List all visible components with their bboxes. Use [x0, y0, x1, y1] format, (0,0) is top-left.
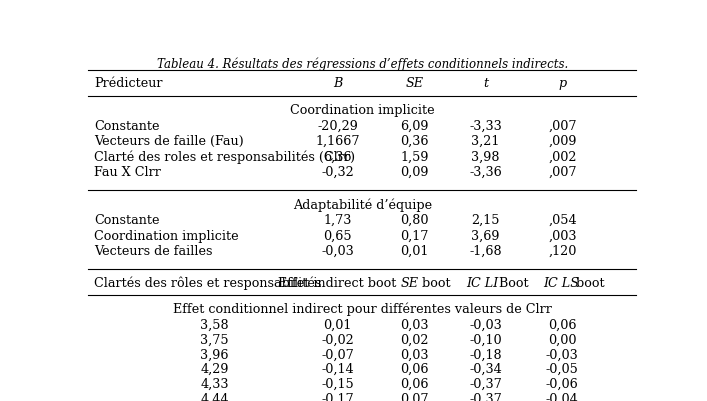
Text: p: p: [559, 77, 566, 90]
Text: 0,01: 0,01: [400, 245, 428, 258]
Text: 2,15: 2,15: [472, 214, 500, 227]
Text: -0,02: -0,02: [321, 333, 354, 346]
Text: 0,06: 0,06: [548, 318, 577, 332]
Text: 3,58: 3,58: [200, 318, 228, 332]
Text: -0,14: -0,14: [322, 363, 354, 376]
Text: -0,37: -0,37: [469, 393, 502, 401]
Text: 0,01: 0,01: [324, 318, 352, 332]
Text: 6,09: 6,09: [400, 120, 428, 133]
Text: -0,05: -0,05: [546, 363, 579, 376]
Text: 1,59: 1,59: [400, 151, 428, 164]
Text: Constante: Constante: [94, 120, 159, 133]
Text: 3,69: 3,69: [472, 229, 500, 243]
Text: SE: SE: [405, 77, 423, 90]
Text: 0,80: 0,80: [400, 214, 428, 227]
Text: Clartés des rôles et responsabilités: Clartés des rôles et responsabilités: [94, 276, 321, 290]
Text: -0,06: -0,06: [546, 378, 579, 391]
Text: ,009: ,009: [548, 135, 577, 148]
Text: 0,07: 0,07: [400, 393, 428, 401]
Text: ,054: ,054: [548, 214, 577, 227]
Text: Effet indirect boot: Effet indirect boot: [279, 277, 397, 290]
Text: -0,37: -0,37: [469, 378, 502, 391]
Text: ,003: ,003: [548, 229, 577, 243]
Text: 0,00: 0,00: [548, 333, 577, 346]
Text: 0,06: 0,06: [400, 378, 428, 391]
Text: -0,15: -0,15: [321, 378, 354, 391]
Text: Adaptabilité d’équipe: Adaptabilité d’équipe: [293, 198, 432, 212]
Text: Tableau 4. Résultats des régressions d’effets conditionnels indirects.: Tableau 4. Résultats des régressions d’e…: [157, 57, 568, 71]
Text: 6,36: 6,36: [323, 151, 352, 164]
Text: Clarté des roles et responsabilités (Clrr): Clarté des roles et responsabilités (Clr…: [94, 150, 355, 164]
Text: 4,33: 4,33: [200, 378, 228, 391]
Text: Effet conditionnel indirect pour différentes valeurs de Clrr: Effet conditionnel indirect pour différe…: [173, 303, 551, 316]
Text: 0,09: 0,09: [400, 166, 428, 179]
Text: ,120: ,120: [548, 245, 576, 258]
Text: 1,1667: 1,1667: [315, 135, 360, 148]
Text: ,007: ,007: [548, 120, 577, 133]
Text: Fau X Clrr: Fau X Clrr: [94, 166, 160, 179]
Text: -3,36: -3,36: [469, 166, 502, 179]
Text: 0,36: 0,36: [400, 135, 428, 148]
Text: -0,32: -0,32: [321, 166, 354, 179]
Text: -0,07: -0,07: [321, 348, 354, 361]
Text: -0,03: -0,03: [546, 348, 579, 361]
Text: ,007: ,007: [548, 166, 577, 179]
Text: 0,06: 0,06: [400, 363, 428, 376]
Text: Prédicteur: Prédicteur: [94, 77, 163, 90]
Text: Vecteurs de faille (Fau): Vecteurs de faille (Fau): [94, 135, 244, 148]
Text: -1,68: -1,68: [469, 245, 502, 258]
Text: 3,75: 3,75: [200, 333, 228, 346]
Text: -0,34: -0,34: [469, 363, 502, 376]
Text: 0,17: 0,17: [400, 229, 428, 243]
Text: IC LS: IC LS: [543, 277, 579, 290]
Text: Constante: Constante: [94, 214, 159, 227]
Text: boot: boot: [572, 277, 604, 290]
Text: Boot: Boot: [495, 277, 529, 290]
Text: Vecteurs de failles: Vecteurs de failles: [94, 245, 212, 258]
Text: 0,03: 0,03: [400, 348, 428, 361]
Text: SE: SE: [401, 277, 419, 290]
Text: -0,17: -0,17: [322, 393, 354, 401]
Text: IC LI: IC LI: [467, 277, 498, 290]
Text: -0,18: -0,18: [469, 348, 502, 361]
Text: 3,98: 3,98: [472, 151, 500, 164]
Text: boot: boot: [419, 277, 451, 290]
Text: Coordination implicite: Coordination implicite: [290, 104, 435, 117]
Text: 3,21: 3,21: [472, 135, 500, 148]
Text: -20,29: -20,29: [317, 120, 358, 133]
Text: B: B: [333, 77, 342, 90]
Text: -0,03: -0,03: [469, 318, 502, 332]
Text: 0,03: 0,03: [400, 318, 428, 332]
Text: 1,73: 1,73: [324, 214, 352, 227]
Text: 0,65: 0,65: [323, 229, 352, 243]
Text: 3,96: 3,96: [200, 348, 228, 361]
Text: -0,10: -0,10: [469, 333, 502, 346]
Text: t: t: [483, 77, 488, 90]
Text: 0,02: 0,02: [400, 333, 428, 346]
Text: 4,29: 4,29: [200, 363, 228, 376]
Text: -0,03: -0,03: [321, 245, 354, 258]
Text: 4,44: 4,44: [200, 393, 228, 401]
Text: -0,04: -0,04: [546, 393, 579, 401]
Text: Coordination implicite: Coordination implicite: [94, 229, 238, 243]
Text: ,002: ,002: [548, 151, 577, 164]
Text: -3,33: -3,33: [469, 120, 502, 133]
